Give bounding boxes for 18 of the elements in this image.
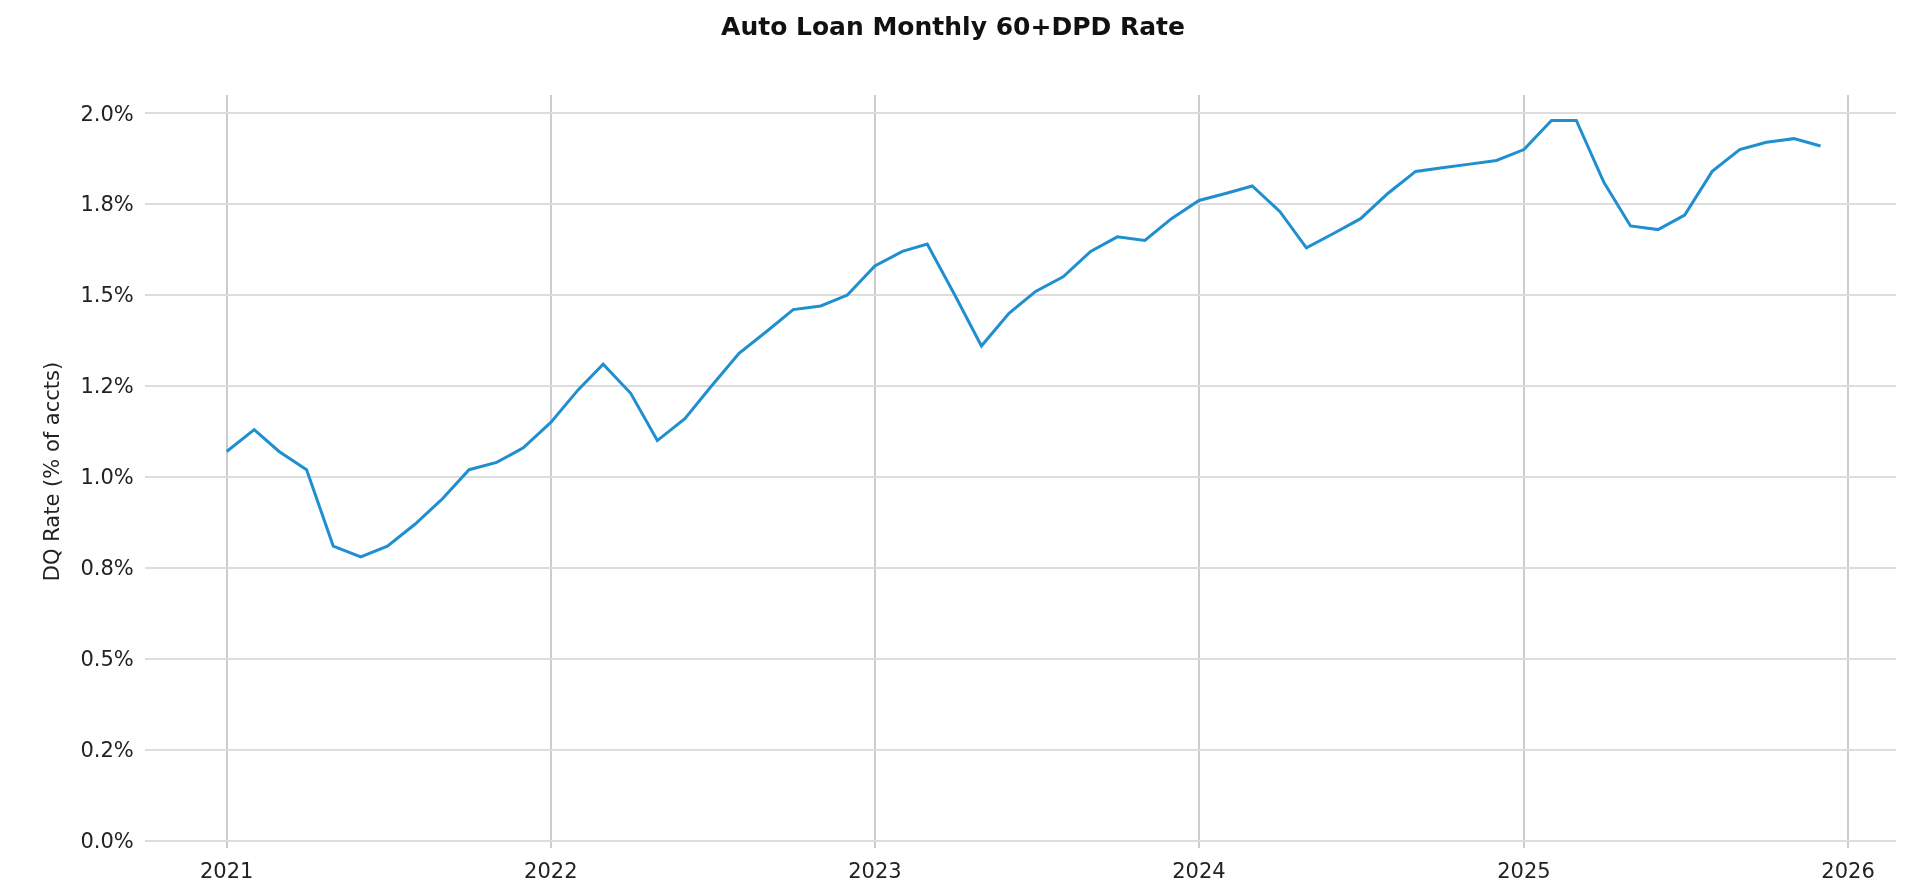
y-tick-label: 0.5% (80, 647, 134, 672)
y-tick-label: 1.2% (80, 374, 134, 399)
x-tick-label: 2024 (1172, 859, 1226, 884)
y-tick-label: 0.2% (80, 738, 134, 763)
x-tick-label: 2023 (848, 859, 902, 884)
x-tick-label: 2021 (199, 859, 254, 884)
chart-title: Auto Loan Monthly 60+DPD Rate (721, 12, 1185, 42)
y-axis-title: DQ Rate (% of accts) (39, 361, 64, 582)
x-tick-label: 2022 (524, 859, 578, 884)
y-tick-label: 0.0% (80, 829, 134, 854)
x-tick-label: 2025 (1497, 859, 1551, 884)
y-tick-label: 1.8% (80, 192, 134, 217)
x-tick-label: 2026 (1821, 859, 1875, 884)
y-tick-label: 2.0% (80, 101, 134, 126)
y-tick-label: 1.5% (80, 283, 134, 308)
line-series (225, 118, 1823, 559)
y-tick-label: 0.8% (80, 556, 134, 581)
y-tick-label: 1.0% (80, 465, 134, 490)
